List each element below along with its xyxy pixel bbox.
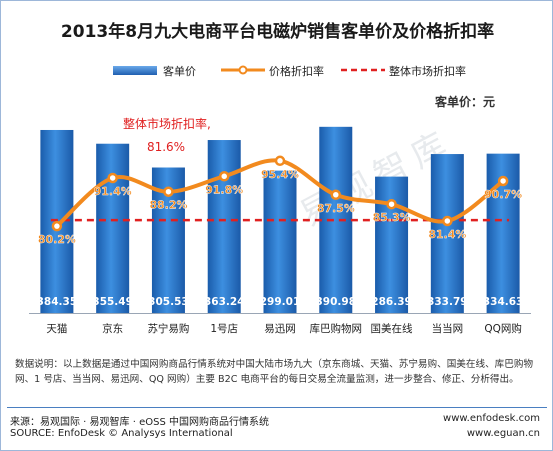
x-tick-label-4: 易迅网 bbox=[264, 323, 296, 335]
line-value-label-1: 91.4% bbox=[94, 185, 132, 198]
bar-value-label-1: 355.49 bbox=[92, 296, 133, 308]
bar-6 bbox=[375, 176, 409, 313]
line-value-label-8: 90.7% bbox=[484, 188, 522, 201]
x-tick-label-6: 国美在线 bbox=[371, 322, 413, 335]
bar-5 bbox=[319, 126, 353, 313]
bar-value-label-5: 390.98 bbox=[316, 296, 357, 308]
legend-ref-swatch bbox=[341, 68, 385, 72]
line-value-label-6: 85.3% bbox=[372, 211, 410, 224]
legend-bar-swatch bbox=[113, 66, 157, 75]
line-point-6 bbox=[386, 198, 397, 210]
source-url-2: www.eguan.cn bbox=[466, 428, 540, 439]
x-tick-label-8: QQ网购 bbox=[484, 322, 522, 335]
x-tick-label-5: 库巴购物网 bbox=[310, 322, 363, 335]
line-value-label-2: 88.2% bbox=[149, 199, 187, 212]
footer-divider bbox=[7, 407, 547, 408]
footnote: 数据说明：以上数据是通过中国网购商品行情系统对中国大陆市场九大（京东商城、天猫、… bbox=[15, 359, 534, 385]
source-line-1: 来源：易观国际 · 易观智库 · eOSS 中国网购商品行情系统 bbox=[10, 417, 269, 428]
x-tick-label-0: 天猫 bbox=[46, 322, 67, 335]
unit-label: 客单价：元 bbox=[435, 95, 496, 109]
line-point-5 bbox=[330, 189, 342, 200]
line-value-label-3: 91.8% bbox=[205, 183, 243, 196]
line-point-8 bbox=[497, 175, 509, 187]
bar-value-label-6: 286.39 bbox=[371, 296, 412, 308]
bar-value-label-0: 384.35 bbox=[37, 296, 78, 308]
bar-value-label-7: 333.79 bbox=[427, 296, 468, 308]
line-point-7 bbox=[442, 215, 453, 227]
reference-annotation: 整体市场折扣率, bbox=[123, 116, 211, 131]
source-url-1: www.enfodesk.com bbox=[443, 413, 540, 424]
line-value-label-0: 80.2% bbox=[38, 233, 76, 246]
legend-bar-label: 客单价 bbox=[163, 65, 196, 78]
line-point-2 bbox=[163, 186, 174, 197]
x-tick-label-7: 当当网 bbox=[432, 322, 464, 335]
bar-7 bbox=[430, 154, 464, 313]
line-point-0 bbox=[51, 220, 63, 232]
bar-value-label-3: 363.24 bbox=[204, 296, 245, 308]
line-value-label-4: 95.4% bbox=[261, 168, 299, 181]
bar-value-label-2: 305.53 bbox=[148, 296, 189, 308]
bar-value-label-4: 299.01 bbox=[260, 296, 301, 308]
x-tick-label-2: 苏宁易购 bbox=[147, 322, 189, 335]
line-value-label-5: 87.5% bbox=[317, 202, 355, 215]
bar-3 bbox=[207, 140, 241, 313]
legend: 客单价 价格折扣率 整体市场折扣率 bbox=[1, 63, 552, 78]
line-point-4 bbox=[274, 155, 286, 167]
legend-line-swatch bbox=[221, 65, 265, 75]
line-value-label-7: 81.4% bbox=[428, 228, 466, 241]
legend-line-label: 价格折扣率 bbox=[269, 65, 324, 78]
x-tick-label-1: 京东 bbox=[102, 322, 123, 335]
bar-1 bbox=[96, 143, 130, 313]
line-point-3 bbox=[218, 171, 230, 182]
bar-4 bbox=[263, 170, 297, 313]
x-tick-label-3: 1号店 bbox=[210, 322, 238, 335]
reference-value-label: 81.6% bbox=[147, 140, 185, 154]
bar-value-label-8: 334.63 bbox=[483, 296, 524, 308]
source-line-2: SOURCE: EnfoDesk © Analysys Internationa… bbox=[10, 428, 233, 439]
chart-title: 2013年8月九大电商平台电磁炉销售客单价及价格折扣率 bbox=[60, 22, 495, 42]
legend-ref-label: 整体市场折扣率 bbox=[389, 65, 466, 78]
line-point-1 bbox=[107, 172, 118, 184]
